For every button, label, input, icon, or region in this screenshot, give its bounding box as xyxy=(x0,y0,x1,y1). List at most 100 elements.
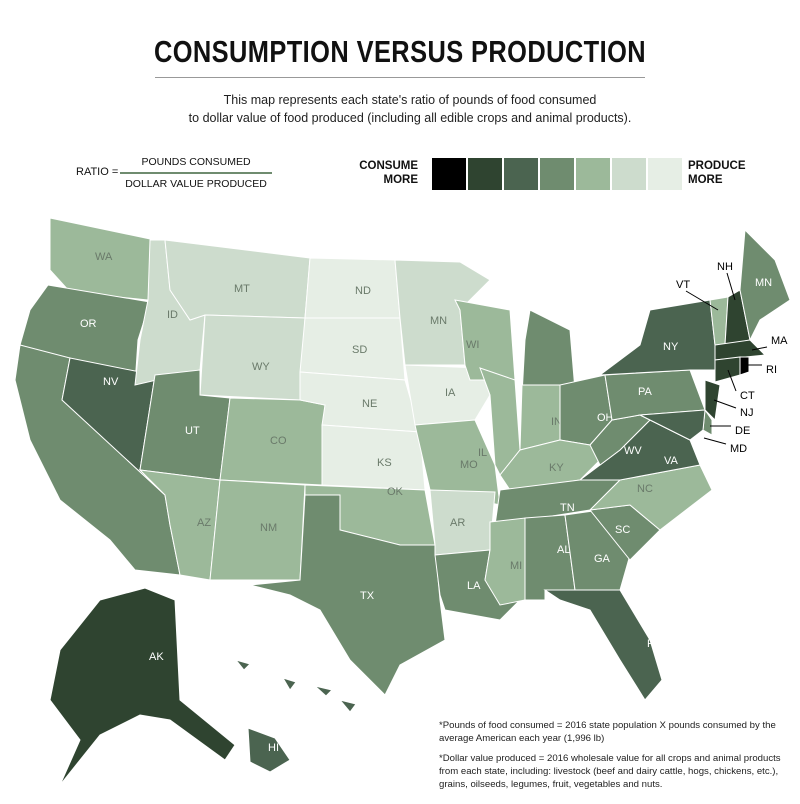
state-label: SC xyxy=(615,524,630,536)
state-label: KY xyxy=(549,462,564,474)
state-vt: VT xyxy=(676,279,729,346)
subtitle-line-2: to dollar value of food produced (includ… xyxy=(188,111,632,125)
state-mt: MT xyxy=(164,239,311,321)
state-label: NC xyxy=(637,483,653,495)
footnote-consumed: *Pounds of food consumed = 2016 state po… xyxy=(439,720,776,744)
leader-line xyxy=(685,290,719,311)
state-ks: KS xyxy=(321,424,426,491)
state-shape xyxy=(638,409,706,441)
state-island xyxy=(313,685,333,697)
state-label: CO xyxy=(270,435,287,447)
state-shape xyxy=(454,299,516,381)
state-label: IA xyxy=(445,387,456,399)
state-label: TN xyxy=(560,502,575,514)
state-label: OR xyxy=(80,318,97,330)
state-label: WI xyxy=(466,339,479,351)
state-label: DE xyxy=(735,425,750,437)
legend-right-line-1: PRODUCE xyxy=(688,160,746,172)
state-label: MO xyxy=(460,459,478,471)
state-label: MD xyxy=(730,443,747,455)
legend-produce-more: PRODUCE MORE xyxy=(688,159,746,187)
state-label: MA xyxy=(771,335,788,347)
state-label: CA xyxy=(45,492,61,504)
state-label: NM xyxy=(260,522,277,534)
state-label: KS xyxy=(377,457,392,469)
state-label: CT xyxy=(740,390,755,402)
leader-line xyxy=(727,369,737,392)
state-nj: NJ xyxy=(704,379,753,422)
state-label: MI xyxy=(510,560,522,572)
state-shape xyxy=(543,589,663,701)
state-hi: HI xyxy=(234,659,357,773)
leader-line xyxy=(751,346,768,351)
state-label: WV xyxy=(624,445,642,457)
state-ny: NY xyxy=(598,299,721,376)
state-label: FL xyxy=(647,638,660,650)
state-nd: ND xyxy=(304,257,401,319)
state-label: UT xyxy=(185,425,200,437)
legend-left-line-2: MORE xyxy=(383,174,419,186)
state-shape xyxy=(414,419,501,506)
legend-left-line-1: CONSUME xyxy=(359,160,418,172)
legend-consume-more: CONSUME MORE xyxy=(356,159,418,187)
state-shape xyxy=(321,424,426,491)
state-label: TX xyxy=(360,590,375,602)
state-sd: SD xyxy=(299,317,406,381)
state-shape xyxy=(714,339,767,361)
state-ar: AR xyxy=(429,489,496,556)
legend-color-scale xyxy=(432,158,684,190)
formula-denominator: DOLLAR VALUE PRODUCED xyxy=(125,178,267,190)
state-shape xyxy=(521,309,576,396)
state-oh: OH xyxy=(559,374,614,446)
ratio-label: RATIO = xyxy=(76,166,119,178)
state-tx: TX xyxy=(249,494,446,696)
state-label: AZ xyxy=(197,517,211,529)
state-label: VT xyxy=(676,279,690,291)
state-nm: NM xyxy=(209,479,306,581)
fraction-bar xyxy=(120,172,272,174)
leader-line xyxy=(713,399,737,409)
state-shape xyxy=(249,494,446,696)
state-wy: WY xyxy=(199,314,306,401)
state-label: NJ xyxy=(740,407,753,419)
legend-right-line-2: MORE xyxy=(688,174,723,186)
state-shape xyxy=(49,587,236,786)
state-ak: AK xyxy=(49,587,236,786)
state-shape xyxy=(714,356,741,383)
state-in: IN xyxy=(519,384,562,451)
state-label: WA xyxy=(95,251,113,263)
state-shape xyxy=(164,239,311,321)
state-label: MN xyxy=(755,277,772,289)
state-label: ND xyxy=(355,285,371,297)
state-shape xyxy=(499,439,601,491)
state-label: IN xyxy=(551,416,562,428)
legend-swatch-4 xyxy=(576,158,610,190)
formula-numerator: POUNDS CONSUMED xyxy=(141,156,251,168)
leader-line xyxy=(703,437,727,445)
state-island xyxy=(281,677,297,691)
state-label: ID xyxy=(167,309,178,321)
state-label: MT xyxy=(234,283,250,295)
page-title: CONSUMPTION VERSUS PRODUCTION xyxy=(153,34,647,69)
state-shape xyxy=(304,257,401,319)
state-label: NH xyxy=(717,261,733,273)
state-label: OH xyxy=(597,412,614,424)
state-label: HI xyxy=(268,742,279,754)
state-label: LA xyxy=(467,580,481,592)
state-mo: MO xyxy=(414,419,501,506)
state-md: MD xyxy=(638,409,747,455)
legend-swatch-2 xyxy=(504,158,538,190)
state-island xyxy=(234,659,251,671)
state-label: IL xyxy=(478,447,487,459)
state-ma: MA xyxy=(714,335,788,361)
state-label: NE xyxy=(362,398,377,410)
state-shape xyxy=(704,379,721,422)
state-island xyxy=(338,699,357,713)
state-ky: KY xyxy=(499,439,601,491)
leader-line xyxy=(726,272,736,301)
state-label: AL xyxy=(557,544,570,556)
state-label: RI xyxy=(766,364,777,376)
state-label: MN xyxy=(430,315,447,327)
